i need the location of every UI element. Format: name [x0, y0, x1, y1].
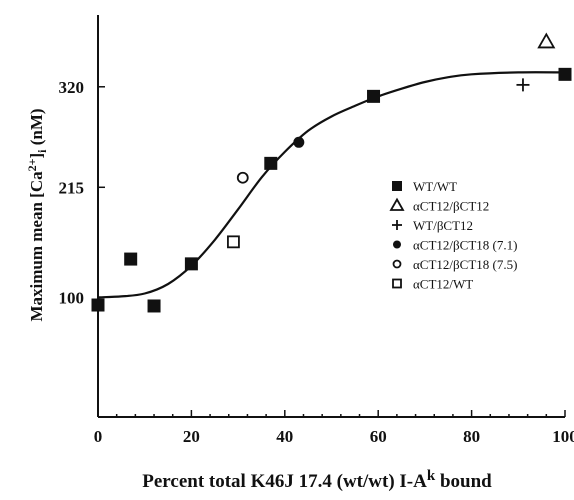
y-title-mid: ]	[27, 153, 46, 159]
x-title-tail: bound	[435, 471, 492, 492]
x-title-sup: k	[427, 468, 436, 484]
legend-label: WT/βCT12	[413, 218, 473, 233]
legend-marker	[392, 181, 402, 191]
x-tick-label: 60	[370, 427, 387, 446]
data-points	[91, 32, 572, 313]
y-tick-label: 215	[59, 178, 85, 197]
data-point	[516, 78, 530, 92]
data-point	[293, 136, 305, 148]
legend: WT/WT αCT12/βCT12 WT/βCT12 αCT12/βCT18 (7.1…	[389, 179, 517, 292]
data-point	[558, 67, 572, 81]
data-point	[264, 156, 278, 170]
legend-label: αCT12/βCT18 (7.5)	[413, 257, 517, 272]
data-point	[367, 89, 381, 103]
legend-marker	[392, 220, 402, 230]
data-point	[91, 298, 105, 312]
y-tick-label: 320	[59, 78, 85, 97]
x-ticks: 0 20 40 60 80 100	[94, 410, 574, 446]
data-point	[537, 32, 556, 49]
y-title-tail: (nM)	[27, 108, 46, 149]
fit-curve	[97, 71, 566, 299]
data-point	[236, 171, 249, 184]
legend-label: WT/WT	[413, 179, 457, 194]
x-tick-label: 40	[276, 427, 293, 446]
y-title-main: Maximum mean [Ca	[27, 171, 46, 322]
y-tick-label: 100	[59, 288, 85, 307]
x-tick-label: 80	[463, 427, 480, 446]
y-axis-title: Maximum mean [Ca2+]i (nM)	[25, 108, 49, 321]
x-title-main: Percent total K46J 17.4 (wt/wt) I-A	[142, 471, 427, 492]
legend-label: αCT12/βCT12	[413, 199, 489, 214]
y-title-sup: 2+	[25, 158, 39, 171]
legend-marker	[389, 197, 405, 211]
data-point	[184, 257, 198, 271]
legend-marker	[393, 240, 401, 249]
legend-marker	[392, 278, 402, 289]
x-tick-label: 0	[94, 427, 103, 446]
data-point	[124, 252, 138, 266]
legend-marker	[392, 259, 402, 269]
x-axis-title: Percent total K46J 17.4 (wt/wt) I-Ak bou…	[142, 468, 492, 492]
data-point	[227, 235, 240, 249]
y-ticks: 100 215 320	[59, 78, 105, 307]
legend-label: αCT12/βCT18 (7.1)	[413, 238, 517, 253]
x-tick-label: 20	[183, 427, 200, 446]
y-title-sub: i	[35, 149, 49, 153]
legend-label: αCT12/WT	[413, 277, 473, 292]
axes: 0 20 40 60 80 100 100 215 320	[59, 15, 574, 446]
data-point	[147, 299, 161, 313]
x-tick-label: 100	[552, 427, 574, 446]
